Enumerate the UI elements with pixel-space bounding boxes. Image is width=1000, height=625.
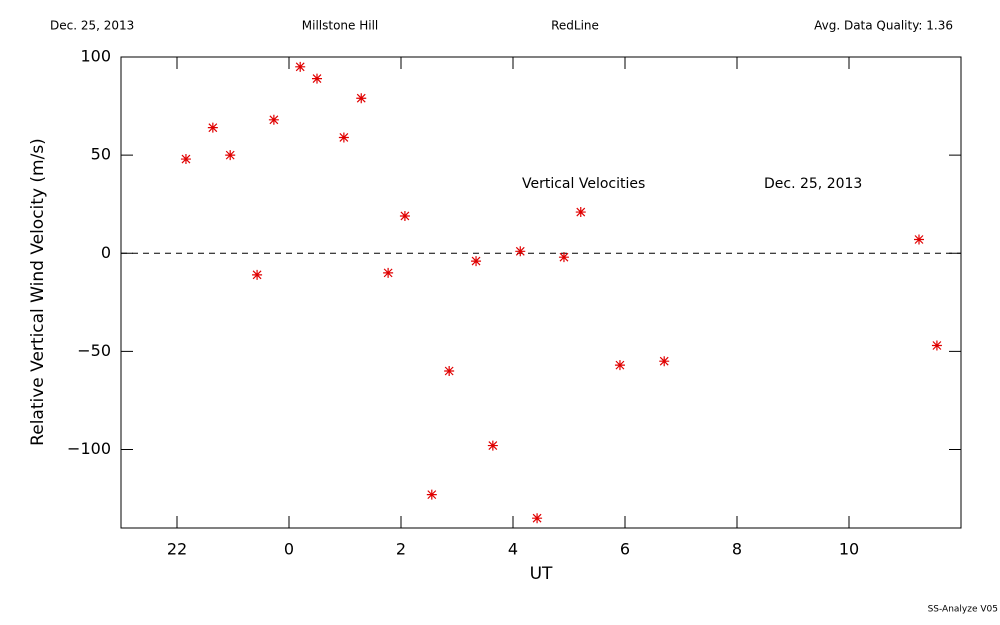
plot-frame [120, 56, 962, 529]
point [399, 210, 410, 221]
y-axis-label: Relative Vertical Wind Velocity (m/s) [28, 138, 48, 446]
point [207, 122, 218, 133]
point [180, 154, 191, 165]
point [914, 234, 924, 245]
point [295, 61, 306, 72]
x-tick-label: 6 [620, 540, 630, 559]
point [225, 150, 236, 161]
point [252, 269, 263, 280]
x-axis-label: UT [530, 564, 553, 584]
point [338, 132, 349, 143]
point [383, 267, 394, 278]
header-date: Dec. 25, 2013 [50, 19, 134, 33]
point [487, 440, 498, 451]
footer: SS-Analyze V05 [928, 605, 998, 615]
point [426, 489, 437, 500]
x-tick-label: 0 [284, 540, 294, 559]
header-site: Millstone Hill [302, 19, 378, 33]
point [558, 252, 569, 263]
y-tick-label: −50 [77, 341, 111, 360]
header-quality: Avg. Data Quality: 1.36 [814, 19, 953, 33]
header-instrument: RedLine [551, 19, 599, 33]
point [312, 73, 322, 84]
y-tick-label: 100 [80, 47, 111, 66]
point [268, 114, 279, 125]
x-tick-label: 2 [396, 540, 406, 559]
point [444, 366, 455, 376]
annotation: Vertical Velocities [522, 176, 645, 192]
annotation: Dec. 25, 2013 [764, 176, 862, 192]
point [515, 246, 526, 257]
point [575, 207, 586, 218]
x-tick-label: 10 [839, 540, 859, 559]
y-tick-label: 50 [91, 145, 111, 164]
y-tick-label: 0 [101, 243, 111, 262]
point [356, 93, 367, 104]
point [614, 360, 625, 371]
point [471, 256, 482, 267]
point [659, 356, 670, 367]
point [532, 513, 543, 524]
x-tick-label: 4 [508, 540, 518, 559]
y-tick-label: −100 [67, 439, 111, 458]
x-tick-label: 8 [732, 540, 742, 559]
x-tick-label: 22 [167, 540, 187, 559]
point [931, 340, 942, 351]
